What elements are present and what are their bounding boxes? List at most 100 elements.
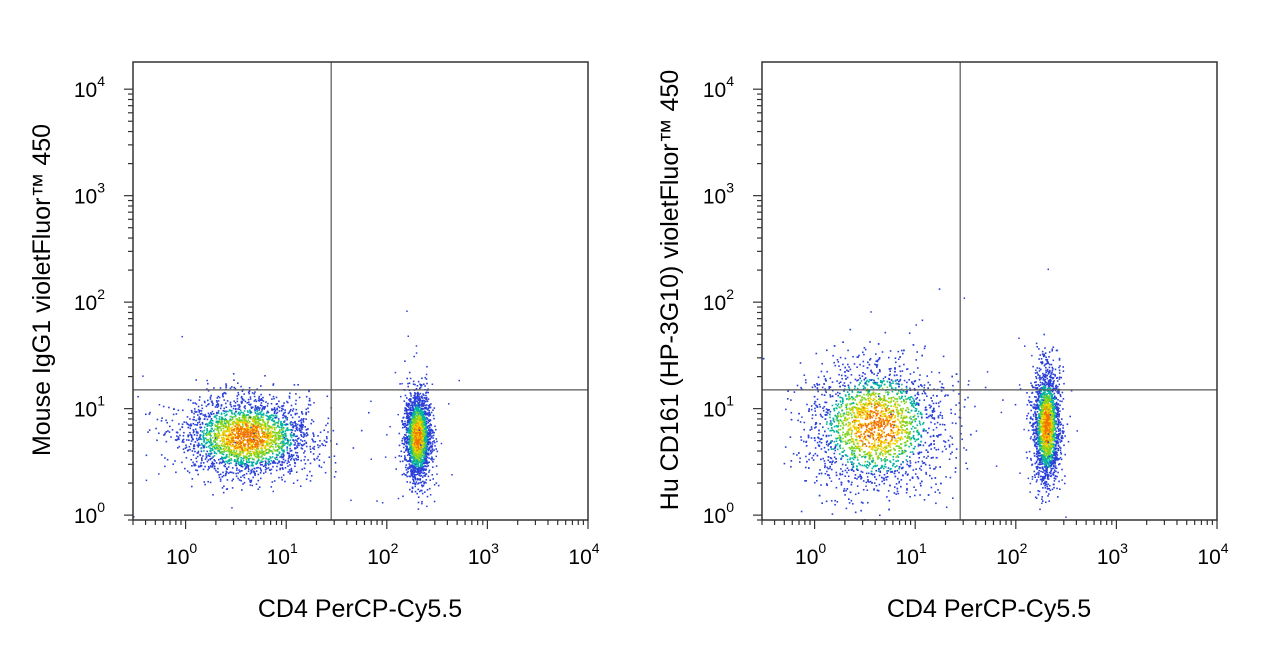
event-dot	[223, 485, 225, 487]
event-dot	[426, 453, 429, 456]
y-tick-label: 102	[74, 286, 105, 315]
event-dot	[408, 435, 410, 437]
event-dot	[429, 479, 431, 481]
event-dot	[226, 400, 229, 402]
event-dot	[260, 439, 263, 441]
event-dot	[192, 422, 195, 425]
event-dot	[240, 457, 242, 459]
event-dot	[410, 456, 413, 459]
event-dot	[237, 461, 240, 463]
event-dot	[206, 441, 208, 444]
event-dot	[280, 435, 282, 437]
event-dot	[295, 471, 298, 473]
event-dot	[404, 473, 406, 476]
event-dot	[425, 430, 427, 433]
event-dot	[286, 423, 289, 426]
event-dot	[415, 448, 417, 450]
event-dot	[253, 458, 255, 461]
event-dot	[235, 461, 238, 463]
event-dot	[188, 471, 191, 474]
event-dot	[426, 426, 429, 428]
event-dot	[267, 435, 269, 437]
event-dot	[211, 410, 214, 413]
event-dot	[264, 422, 266, 425]
event-dot	[269, 439, 271, 441]
event-dot	[236, 395, 239, 397]
event-dot	[213, 387, 215, 389]
event-dot	[231, 434, 233, 436]
event-dot	[260, 451, 262, 454]
event-dot	[226, 413, 228, 416]
event-dot	[212, 494, 214, 496]
event-dot	[408, 475, 410, 478]
event-dot	[430, 432, 432, 435]
event-dot	[418, 417, 421, 420]
event-dot	[425, 429, 428, 432]
event-dot	[422, 418, 425, 420]
event-dot	[209, 444, 211, 447]
event-dot	[288, 397, 291, 399]
event-dot	[267, 462, 270, 464]
event-dot	[259, 467, 261, 469]
event-dot	[421, 446, 424, 448]
event-dot	[245, 463, 247, 465]
event-dot	[419, 410, 421, 413]
event-dot	[179, 434, 181, 437]
event-dot	[223, 391, 226, 394]
event-dot	[242, 425, 244, 427]
event-dot	[201, 459, 203, 462]
event-dot	[420, 435, 422, 437]
event-dot	[421, 400, 424, 403]
event-dot	[262, 465, 265, 468]
event-dot	[419, 452, 422, 454]
event-dot	[240, 411, 243, 414]
event-dot	[245, 472, 248, 475]
event-dot	[290, 453, 293, 456]
event-dot	[244, 423, 247, 425]
event-dot	[418, 478, 420, 481]
event-dot	[403, 412, 406, 415]
event-dot	[240, 395, 243, 398]
event-dot	[177, 447, 179, 449]
event-dot	[255, 467, 258, 469]
event-dot	[428, 411, 431, 414]
event-dot	[412, 419, 415, 421]
event-dot	[225, 383, 227, 385]
event-dot	[282, 441, 284, 444]
event-dot	[416, 426, 419, 428]
event-dot	[206, 418, 209, 421]
event-dot	[181, 423, 184, 426]
event-dot	[237, 443, 240, 446]
event-dot	[266, 444, 269, 447]
event-dot	[420, 407, 422, 410]
event-dot	[234, 454, 236, 457]
event-dot	[242, 474, 244, 477]
event-dot	[406, 471, 408, 474]
event-dot	[247, 448, 249, 451]
event-dot	[427, 433, 430, 436]
event-dot	[241, 449, 244, 452]
event-dot	[257, 406, 259, 408]
event-dot	[412, 380, 415, 383]
event-dot	[264, 466, 267, 469]
event-dot	[245, 460, 248, 462]
event-dot	[237, 430, 240, 433]
event-dot	[412, 464, 414, 467]
event-dot	[350, 499, 352, 502]
event-dot	[258, 409, 261, 411]
event-dot	[238, 435, 240, 437]
event-dot	[328, 456, 331, 458]
event-dot	[312, 433, 315, 436]
event-dot	[410, 409, 412, 412]
event-dot	[409, 418, 412, 421]
event-dot	[243, 462, 246, 465]
event-dot	[412, 446, 414, 448]
event-dot	[201, 423, 204, 425]
event-dot	[165, 440, 168, 443]
event-dot	[430, 429, 433, 431]
event-dot	[181, 439, 184, 442]
event-dot	[408, 443, 410, 445]
event-dot	[211, 404, 214, 406]
event-dot	[251, 418, 253, 420]
event-dot	[263, 454, 266, 456]
